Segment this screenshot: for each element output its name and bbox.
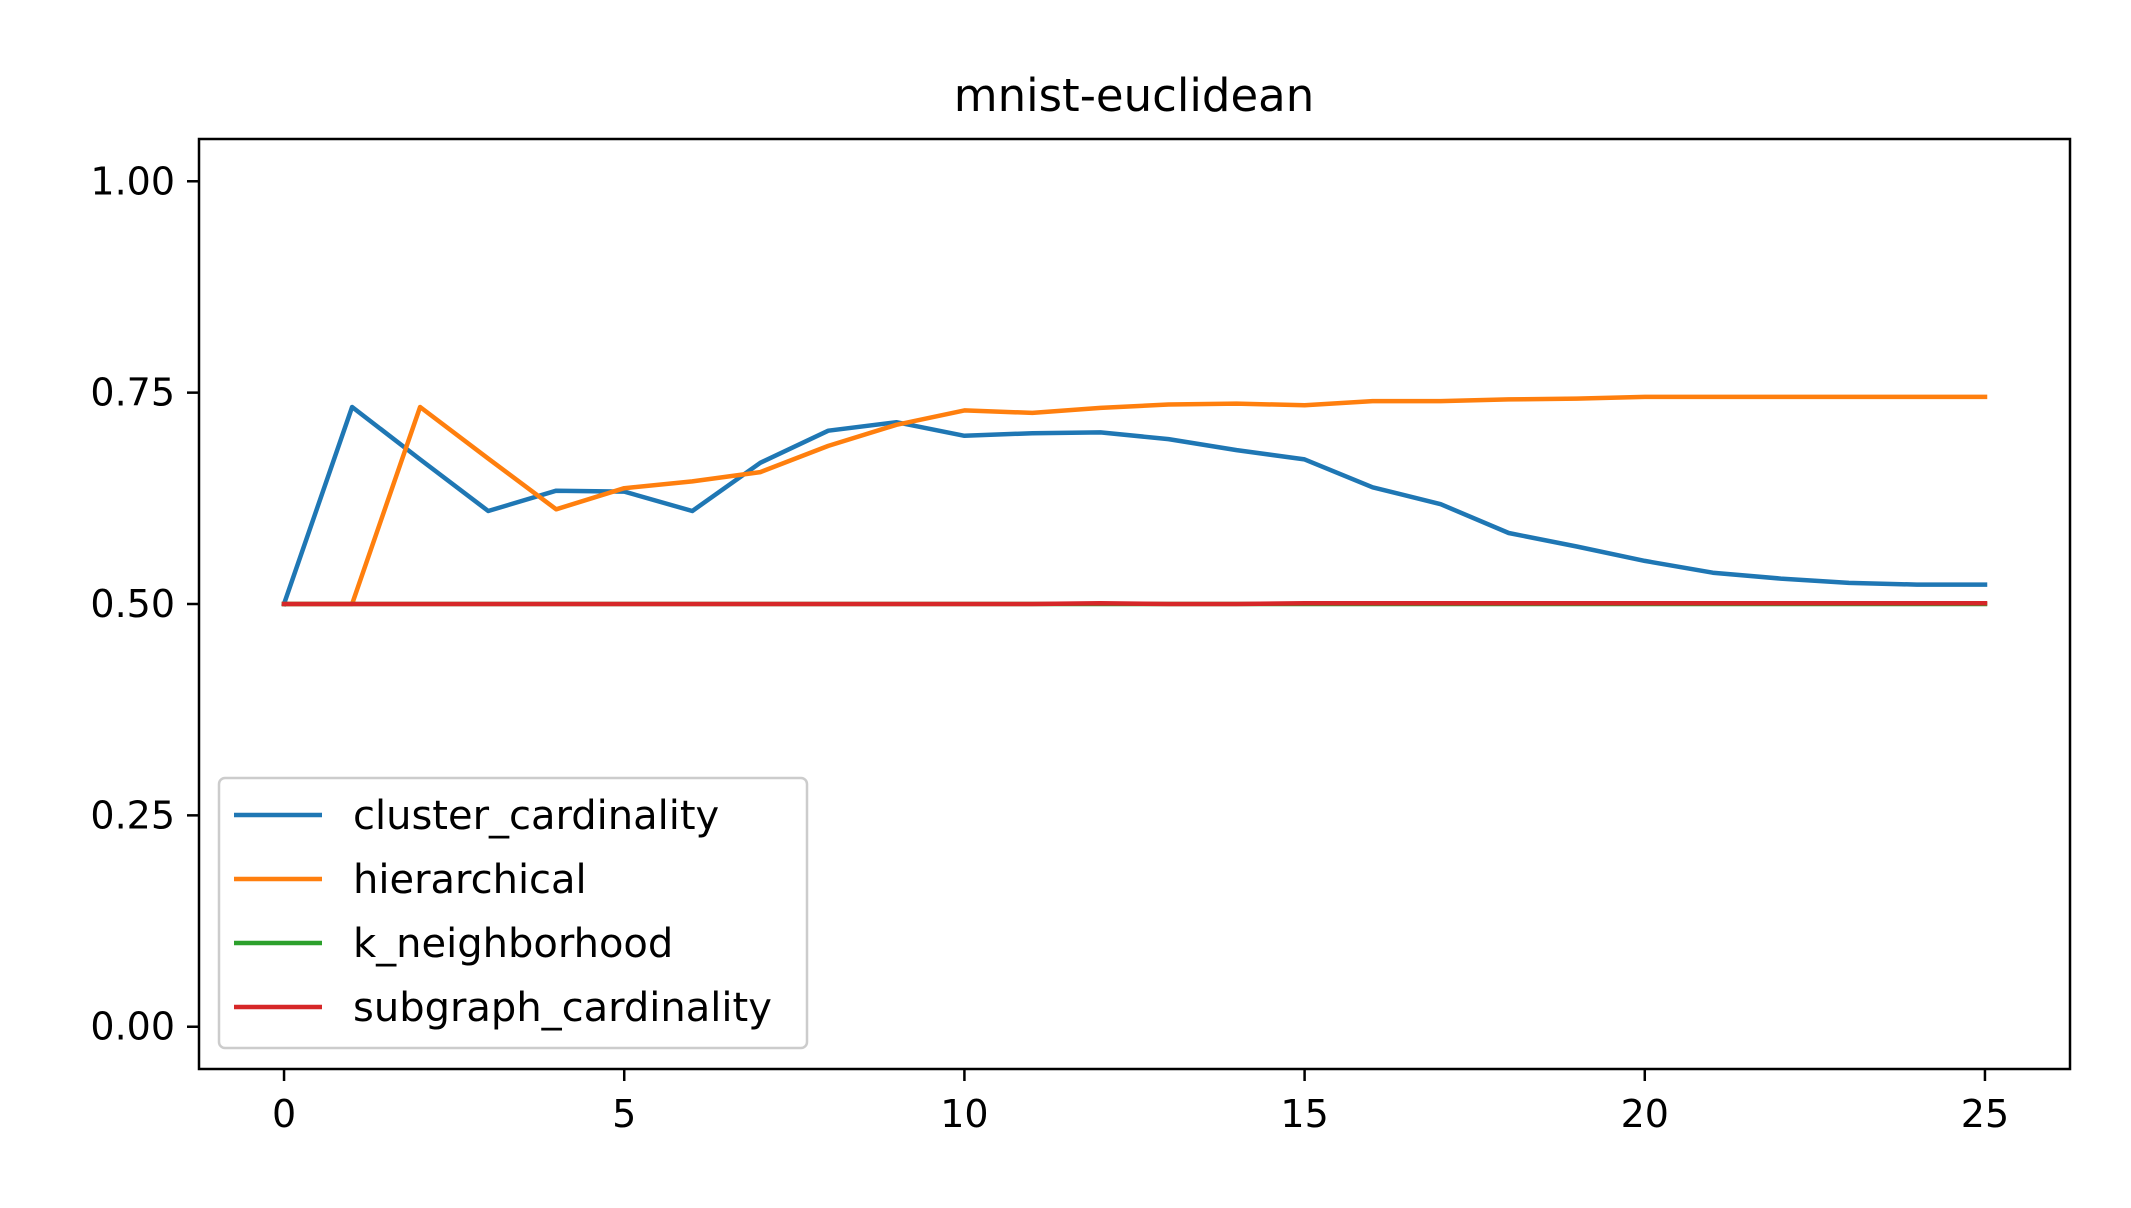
series-line-cluster-cardinality [281,404,1988,607]
x-tick-label: 5 [612,1092,636,1136]
chart-title: mnist-euclidean [954,69,1314,122]
y-tick-label: 0.25 [90,793,175,837]
legend-label-subgraph-cardinality: subgraph_cardinality [353,985,772,1031]
x-tick-label: 20 [1621,1092,1669,1136]
x-tick-label: 10 [940,1092,988,1136]
y-axis: 0.00 0.25 0.50 0.75 1.00 [90,159,199,1049]
series-layer [281,394,1988,607]
y-tick-label: 1.00 [90,159,175,203]
legend-label-k-neighborhood: k_neighborhood [353,921,673,967]
legend-box [217,776,809,1050]
x-tick-label: 25 [1961,1092,2009,1136]
x-axis: 0 5 10 15 20 25 [272,1069,2009,1136]
legend: cluster_cardinality hierarchical k_neighbo… [217,776,809,1050]
series-line-hierarchical [281,394,1988,607]
x-tick-label: 0 [272,1092,296,1136]
legend-label-cluster-cardinality: cluster_cardinality [353,793,719,839]
series-line-subgraph-cardinality [281,600,1988,607]
x-tick-label: 15 [1280,1092,1328,1136]
y-tick-label: 0.50 [90,582,175,626]
y-tick-label: 0.75 [90,371,175,415]
y-tick-label: 0.00 [90,1005,175,1049]
legend-label-hierarchical: hierarchical [353,857,587,903]
